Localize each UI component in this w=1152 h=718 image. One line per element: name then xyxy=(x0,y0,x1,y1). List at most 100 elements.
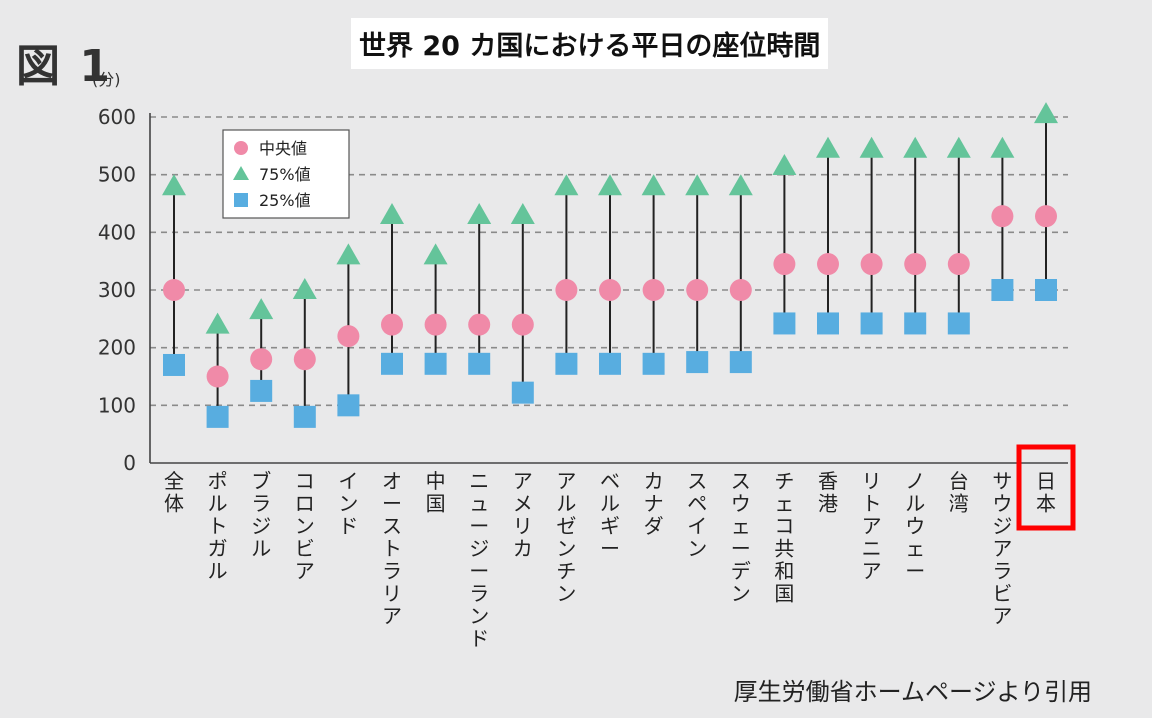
marker-median-circle xyxy=(555,279,578,301)
marker-25-square xyxy=(1035,279,1057,301)
category-label: ニュージーランド xyxy=(469,469,489,651)
marker-25-square xyxy=(511,381,534,404)
category-label: スウェーデン xyxy=(731,469,751,606)
marker-median-circle xyxy=(686,279,709,301)
marker-25-square xyxy=(817,312,839,335)
marker-75-triangle xyxy=(292,278,317,299)
y-tick-label: 400 xyxy=(98,220,136,244)
marker-median-circle xyxy=(511,313,534,336)
category-label: 全体 xyxy=(164,469,184,516)
marker-75-triangle xyxy=(598,174,622,196)
marker-75-triangle xyxy=(467,203,492,225)
y-axis-unit: (分) xyxy=(92,70,121,89)
category-label: 香港 xyxy=(818,469,838,516)
chart-title: 世界 20 カ国における平日の座位時間 xyxy=(351,18,829,69)
legend-label: 中央値 xyxy=(259,139,307,158)
marker-median-circle xyxy=(424,313,447,336)
category-label: ブラジル xyxy=(251,469,271,561)
category-label: インド xyxy=(338,469,358,538)
marker-25-square xyxy=(686,351,709,374)
marker-median-circle xyxy=(250,348,273,371)
marker-75-triangle xyxy=(1034,102,1058,124)
axes: 0 100 200 300 400 500 600 (分) xyxy=(92,70,1068,475)
data-markers xyxy=(162,102,1058,428)
marker-75-triangle xyxy=(772,154,797,176)
marker-median-circle xyxy=(860,253,883,276)
legend-label: 25%値 xyxy=(259,191,311,210)
highlight-box xyxy=(1016,444,1076,531)
marker-median-circle xyxy=(293,348,316,371)
marker-75-triangle xyxy=(641,174,666,196)
marker-75-triangle xyxy=(728,174,753,196)
marker-75-triangle xyxy=(990,136,1015,158)
legend-square-icon xyxy=(234,193,248,207)
marker-75-triangle xyxy=(510,203,535,225)
marker-25-square xyxy=(250,379,273,402)
marker-median-circle xyxy=(642,279,665,301)
marker-median-circle xyxy=(599,279,621,301)
marker-25-square xyxy=(555,352,578,375)
marker-25-square xyxy=(773,312,796,335)
legend: 中央値 75%値 25%値 xyxy=(222,129,350,219)
marker-25-square xyxy=(642,352,665,375)
category-label: ポルトガル xyxy=(208,469,228,583)
marker-median-circle xyxy=(1035,205,1057,228)
legend-circle-icon xyxy=(234,141,248,155)
marker-25-square xyxy=(163,353,185,376)
marker-median-circle xyxy=(904,253,927,276)
marker-25-square xyxy=(991,279,1014,301)
figure-label: 図 1 xyxy=(16,41,112,92)
marker-75-triangle xyxy=(816,136,840,158)
source-note: 厚生労働省ホームページより引用 xyxy=(733,678,1092,706)
marker-median-circle xyxy=(163,279,185,301)
marker-median-circle xyxy=(817,253,839,276)
marker-median-circle xyxy=(337,325,360,348)
category-label: ベルギー xyxy=(600,469,620,561)
category-label: 日本 xyxy=(1036,469,1056,516)
marker-75-triangle xyxy=(162,174,186,196)
marker-25-square xyxy=(599,352,621,375)
category-label: リトアニア xyxy=(862,469,882,583)
y-tick-label: 600 xyxy=(98,105,136,129)
marker-25-square xyxy=(206,405,229,428)
marker-75-triangle xyxy=(685,174,710,196)
marker-median-circle xyxy=(773,253,796,276)
marker-75-triangle xyxy=(423,243,448,265)
marker-75-triangle xyxy=(336,243,361,265)
marker-25-square xyxy=(947,312,970,335)
category-label: アルゼンチン xyxy=(556,469,576,606)
marker-25-square xyxy=(424,352,447,375)
marker-75-triangle xyxy=(859,136,884,158)
category-label: オーストラリア xyxy=(382,469,402,628)
marker-25-square xyxy=(729,351,752,374)
marker-75-triangle xyxy=(903,136,928,158)
marker-25-square xyxy=(904,312,927,335)
marker-median-circle xyxy=(947,253,970,276)
marker-75-triangle xyxy=(554,174,579,196)
y-tick-label: 200 xyxy=(98,336,136,360)
marker-median-circle xyxy=(991,205,1014,228)
category-label: サウジアラビア xyxy=(992,469,1012,628)
y-tick-label: 500 xyxy=(98,163,136,187)
legend-triangle-icon xyxy=(233,166,249,180)
marker-25-square xyxy=(381,352,403,375)
marker-75-triangle xyxy=(380,203,404,225)
marker-25-square xyxy=(293,405,316,428)
category-label: ノルウェー xyxy=(905,469,925,583)
legend-label: 75%値 xyxy=(259,165,311,184)
category-label: スペイン xyxy=(687,469,707,561)
marker-median-circle xyxy=(729,279,752,301)
marker-75-triangle xyxy=(205,312,230,334)
marker-75-triangle xyxy=(249,298,274,320)
y-tick-label: 100 xyxy=(98,393,136,417)
marker-median-circle xyxy=(468,313,491,336)
category-label: コロンビア xyxy=(295,469,315,583)
category-label: チェコ共和国 xyxy=(774,469,794,606)
marker-median-circle xyxy=(206,365,229,388)
y-tick-label: 0 xyxy=(123,451,136,475)
marker-25-square xyxy=(860,312,883,335)
category-labels: 全体 ポルトガル ブラジル コロンビア インド オーストラリア 中国 ニュージーランド アメリカ… xyxy=(164,444,1076,651)
marker-75-triangle xyxy=(946,136,971,158)
category-label: 中国 xyxy=(426,469,446,516)
